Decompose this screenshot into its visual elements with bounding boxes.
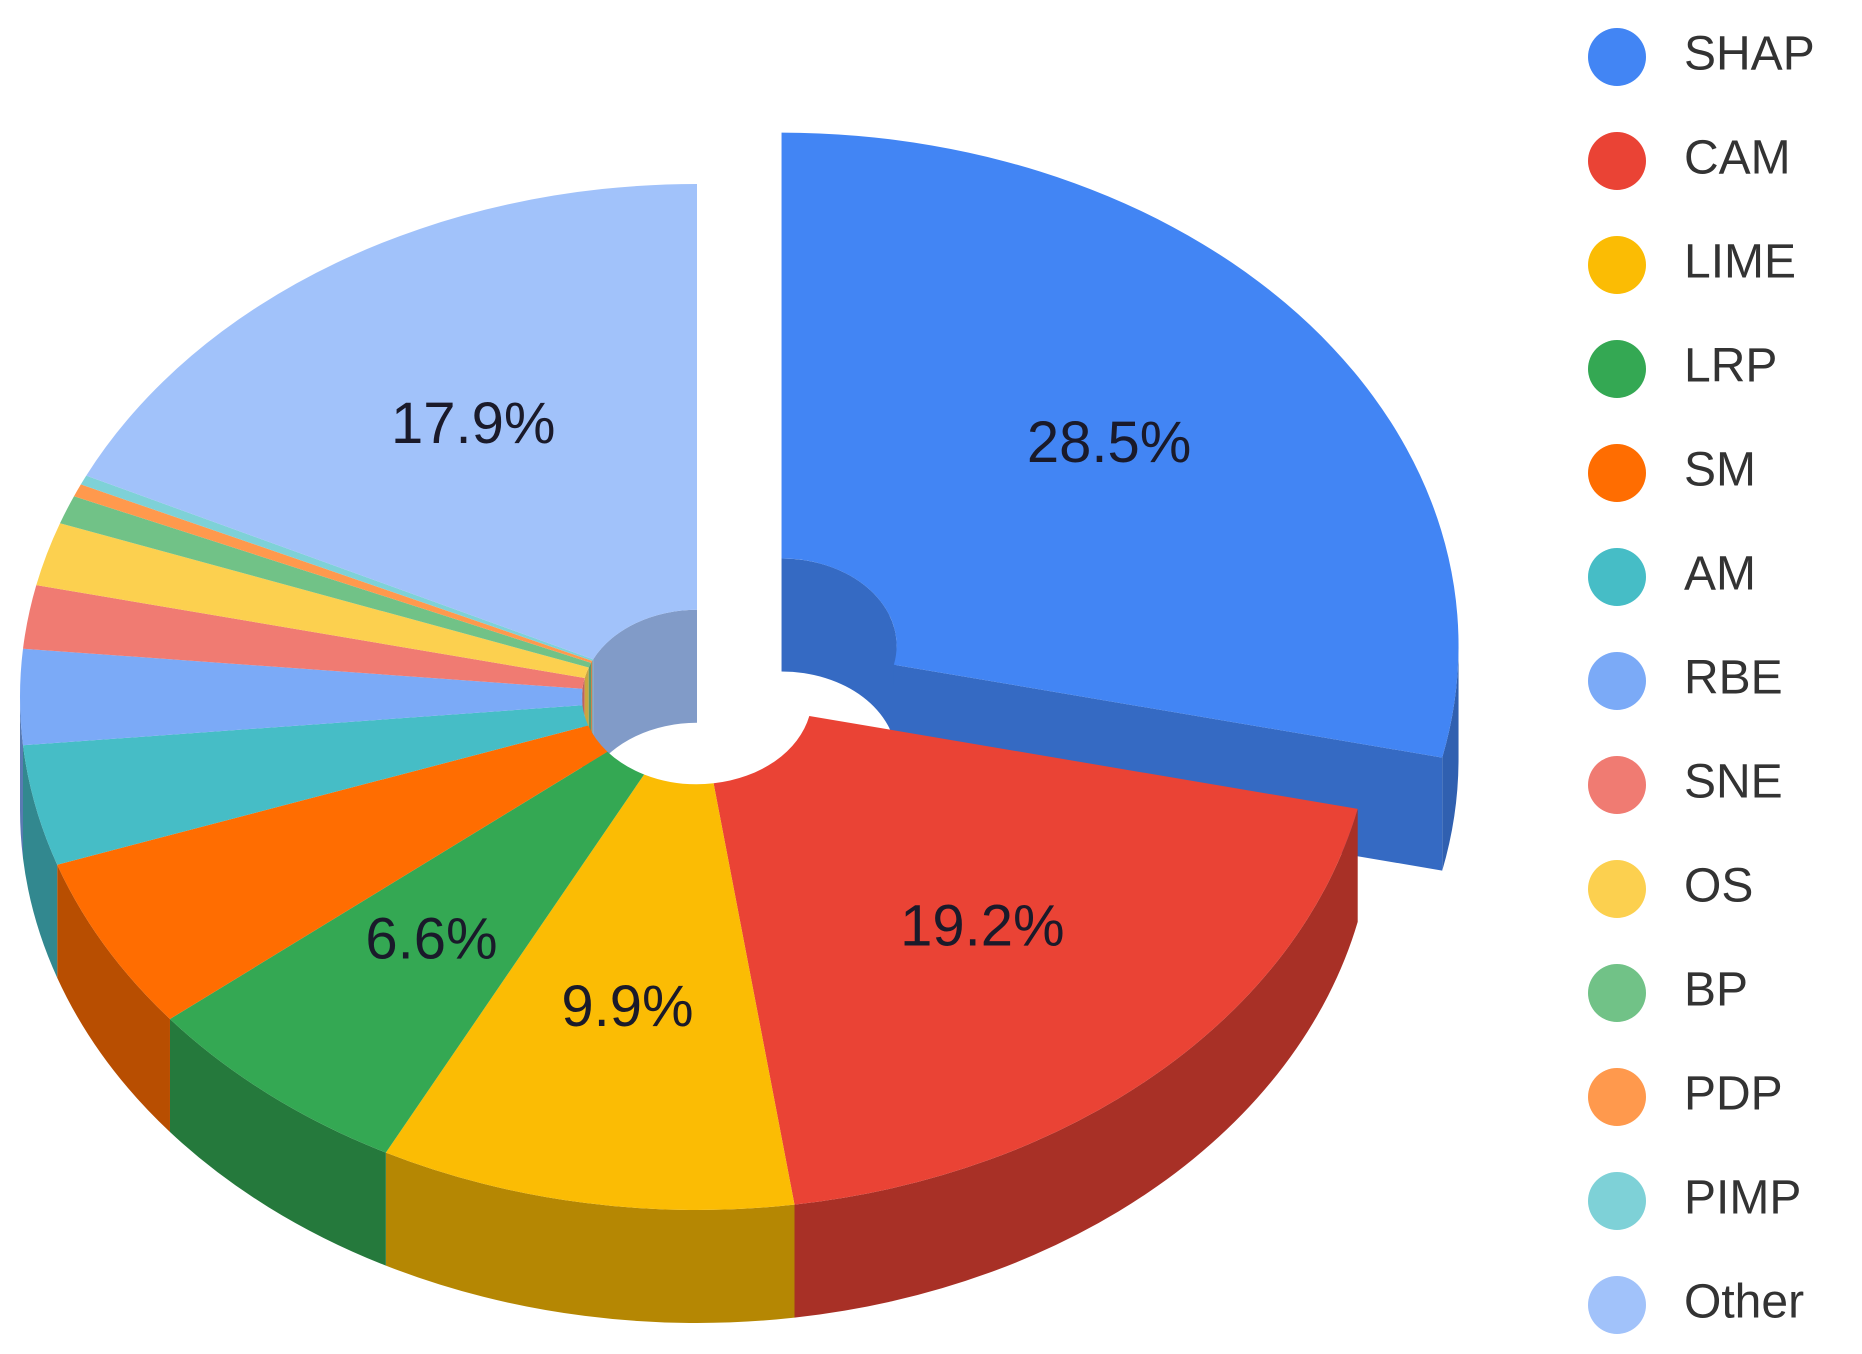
value-label: 9.9%: [561, 974, 693, 1039]
legend-label: PIMP: [1684, 1172, 1801, 1225]
slice: [19, 648, 583, 746]
legend-label: Other: [1684, 1276, 1804, 1329]
slice-outer-wall: [385, 1152, 795, 1323]
slice: [713, 716, 1358, 1205]
value-label: 19.2%: [900, 894, 1064, 959]
legend-label: AM: [1684, 548, 1756, 601]
legend-swatch: [1588, 28, 1646, 86]
legend-swatch: [1588, 340, 1646, 398]
legend-label: RBE: [1684, 652, 1783, 705]
slice: [169, 751, 645, 1153]
legend-label: OS: [1684, 860, 1753, 913]
legend-swatch: [1588, 1276, 1646, 1334]
slice: [74, 484, 593, 663]
slice-outer-wall: [19, 697, 23, 859]
legend-label: BP: [1684, 964, 1748, 1017]
legend-label: PDP: [1684, 1068, 1783, 1121]
slice-inner-wall: [781, 558, 897, 759]
slice: [36, 523, 589, 678]
legend-swatch: [1588, 652, 1646, 710]
legend-swatch: [1588, 1068, 1646, 1126]
slice: [86, 184, 697, 660]
slice-outer-wall: [1442, 645, 1459, 871]
legend-swatch: [1588, 756, 1646, 814]
value-label: 17.9%: [391, 391, 555, 456]
slice-outer-wall: [169, 1019, 386, 1266]
slice: [60, 496, 592, 668]
legend-label: CAM: [1684, 132, 1791, 185]
legend-swatch: [1588, 964, 1646, 1022]
legend-swatch: [1588, 548, 1646, 606]
legend-label: SNE: [1684, 756, 1783, 809]
slice: [385, 774, 795, 1210]
legend-label: LRP: [1684, 340, 1777, 393]
legend-swatch: [1588, 444, 1646, 502]
value-label: 6.6%: [365, 907, 497, 972]
slice-outer-wall: [794, 808, 1358, 1318]
legend-label: SM: [1684, 444, 1756, 497]
legend-swatch: [1588, 1172, 1646, 1230]
slice: [23, 585, 585, 689]
slice: [80, 475, 594, 661]
slice-outer-wall: [57, 864, 170, 1133]
value-label: 28.5%: [1027, 410, 1191, 475]
slice: [23, 705, 589, 865]
legend-label: LIME: [1684, 236, 1796, 289]
slice-inner-wall: [593, 609, 697, 773]
slice: [57, 725, 608, 1020]
legend-swatch: [1588, 132, 1646, 190]
slice: [781, 132, 1459, 758]
legend-swatch: [1588, 236, 1646, 294]
slice-outer-wall: [23, 745, 58, 978]
legend-label: SHAP: [1684, 28, 1815, 81]
legend-swatch: [1588, 860, 1646, 918]
